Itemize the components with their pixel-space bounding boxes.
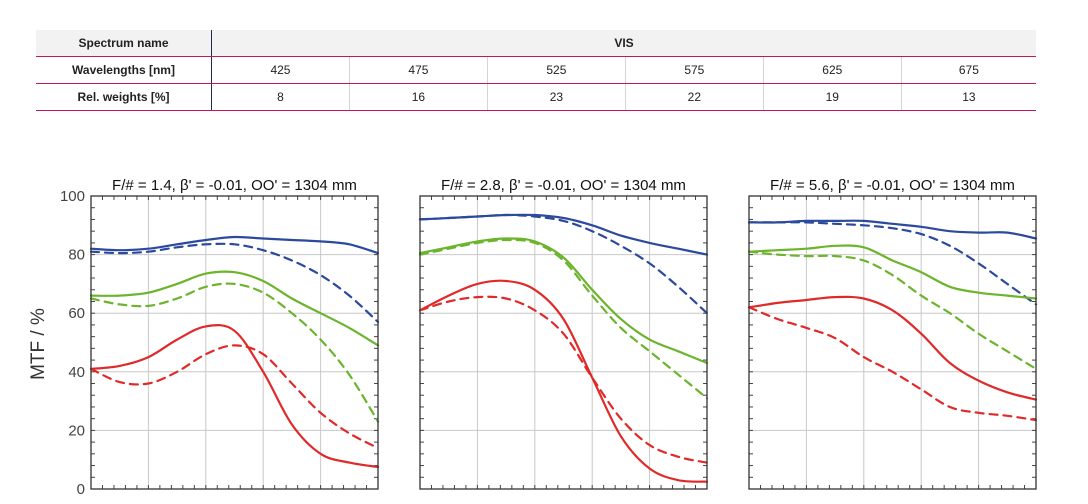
- y-axis-label: MTF / %: [28, 308, 49, 380]
- weights-label: Rel. weights [%]: [36, 83, 212, 111]
- mtf-chart-2: F/# = 2.8, β' = -0.01, OO' = 1304 mm: [418, 177, 709, 490]
- series-line-blue-dashed: [747, 221, 1038, 306]
- spectrum-name-label: Spectrum name: [36, 30, 212, 57]
- series-line-blue-dashed: [89, 242, 380, 324]
- plot-frame: [419, 195, 708, 490]
- y-tick-label: 40: [68, 364, 85, 381]
- series-line-green-dashed: [418, 238, 709, 400]
- series-line-green-dashed: [89, 282, 380, 423]
- series-line-red-dashed: [747, 306, 1038, 422]
- series-line-green-solid: [89, 270, 380, 347]
- y-tick-label: 0: [77, 481, 85, 498]
- y-tick-label: 20: [68, 422, 85, 439]
- weight-cell: 13: [900, 83, 1036, 111]
- series-line-blue-dashed: [418, 213, 709, 315]
- y-tick-label: 100: [60, 188, 85, 205]
- chart-title: F/# = 2.8, β' = -0.01, OO' = 1304 mm: [441, 177, 686, 194]
- series-line-red-solid: [89, 324, 380, 469]
- wavelength-cell: 625: [762, 56, 902, 84]
- series-line-red-solid: [747, 295, 1038, 401]
- y-tick-label: 60: [68, 305, 85, 322]
- wavelength-cell: 525: [486, 56, 626, 84]
- spectrum-name-row: Spectrum name VIS: [36, 30, 1036, 57]
- weights-row: Rel. weights [%] 8 16 23 22 19 13: [36, 83, 1036, 111]
- series-line-green-solid: [747, 244, 1038, 300]
- series-line-green-dashed: [747, 250, 1038, 370]
- series-line-red-dashed: [89, 344, 380, 450]
- wavelengths-row: Wavelengths [nm] 425 475 525 575 625 675: [36, 56, 1036, 84]
- weight-cell: 23: [486, 83, 626, 111]
- weight-cell: 22: [624, 83, 764, 111]
- mtf-chart-1: F/# = 1.4, β' = -0.01, OO' = 1304 mm 0 20 4…: [60, 177, 380, 498]
- plot-frame: [748, 195, 1037, 490]
- series-line-red-solid: [418, 279, 709, 483]
- weight-cell: 19: [762, 83, 902, 111]
- weight-cell: 16: [348, 83, 488, 111]
- wavelengths-label: Wavelengths [nm]: [36, 56, 212, 84]
- weight-cell: 8: [211, 83, 350, 111]
- plot-frame: [90, 195, 379, 490]
- chart-title: F/# = 5.6, β' = -0.01, OO' = 1304 mm: [770, 177, 1015, 194]
- mtf-chart-3: F/# = 5.6, β' = -0.01, OO' = 1304 mm: [747, 177, 1038, 490]
- wavelength-cell: 425: [211, 56, 350, 84]
- series-line-red-dashed: [418, 295, 709, 464]
- spectrum-name-value: VIS: [211, 30, 1036, 57]
- wavelength-cell: 475: [348, 56, 488, 84]
- spectrum-table: Spectrum name VIS Wavelengths [nm] 425 4…: [36, 30, 1036, 111]
- series-line-green-solid: [418, 237, 709, 365]
- y-tick-label: 80: [68, 247, 85, 264]
- wavelength-cell: 575: [624, 56, 764, 84]
- wavelength-cell: 675: [900, 56, 1036, 84]
- series-line-blue-solid: [89, 235, 380, 255]
- chart-title: F/# = 1.4, β' = -0.01, OO' = 1304 mm: [112, 177, 357, 194]
